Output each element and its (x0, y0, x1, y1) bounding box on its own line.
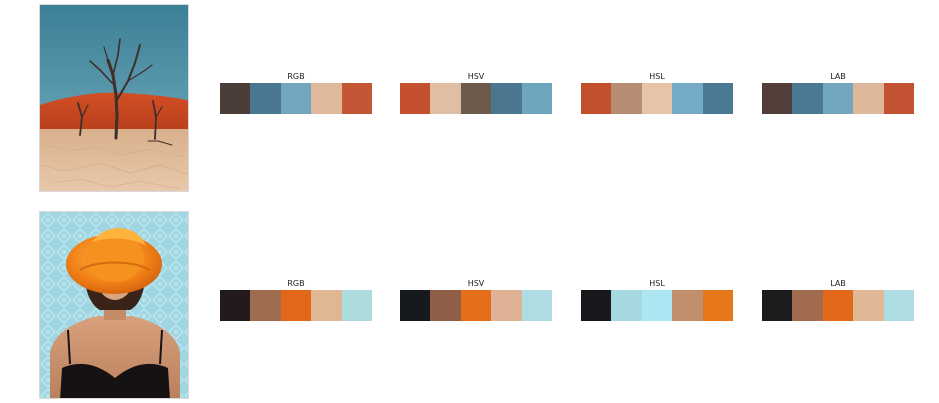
palette-title: LAB (830, 72, 846, 81)
color-swatch (792, 83, 823, 114)
swatch-strip (581, 290, 734, 321)
color-swatch (853, 290, 884, 321)
color-swatch (702, 290, 734, 321)
desert-photo-image (40, 5, 188, 191)
color-swatch (280, 290, 312, 321)
color-swatch (311, 83, 342, 114)
color-swatch (521, 83, 553, 114)
color-swatch (400, 290, 431, 321)
palette-title: LAB (830, 279, 846, 288)
color-swatch (641, 290, 673, 321)
color-swatch (491, 290, 522, 321)
color-swatch (611, 290, 642, 321)
color-swatch (280, 83, 312, 114)
color-swatch (220, 290, 251, 321)
color-swatch (521, 290, 553, 321)
color-swatch (341, 290, 373, 321)
color-swatch (220, 83, 251, 114)
color-swatch (883, 290, 915, 321)
color-swatch (250, 290, 281, 321)
palette-title: HSV (467, 279, 485, 288)
color-swatch (400, 83, 431, 114)
portrait-photo (39, 211, 189, 399)
swatch-strip (762, 290, 915, 321)
swatch-strip (220, 83, 373, 114)
desert-photo (39, 4, 189, 192)
color-swatch (672, 290, 703, 321)
color-swatch (430, 83, 461, 114)
color-swatch (581, 290, 612, 321)
color-swatch (762, 290, 793, 321)
palette-title: RGB (287, 72, 305, 81)
palette-title: HSV (467, 72, 485, 81)
color-swatch (672, 83, 703, 114)
swatch-strip (220, 290, 373, 321)
swatch-strip (400, 290, 553, 321)
swatch-strip (581, 83, 734, 114)
color-swatch (581, 83, 612, 114)
swatch-strip (762, 83, 915, 114)
color-swatch (491, 83, 522, 114)
color-swatch (883, 83, 915, 114)
swatch-strip (400, 83, 553, 114)
portrait-photo-image (40, 212, 188, 398)
color-swatch (853, 83, 884, 114)
color-swatch (822, 290, 854, 321)
color-swatch (641, 83, 673, 114)
color-swatch (430, 290, 461, 321)
palette-title: HSL (649, 72, 665, 81)
color-swatch (460, 83, 492, 114)
palette-title: RGB (287, 279, 305, 288)
color-swatch (762, 83, 793, 114)
color-swatch (792, 290, 823, 321)
color-swatch (250, 83, 281, 114)
color-swatch (311, 290, 342, 321)
color-swatch (460, 290, 492, 321)
color-swatch (341, 83, 373, 114)
color-swatch (702, 83, 734, 114)
color-swatch (611, 83, 642, 114)
color-swatch (822, 83, 854, 114)
palette-title: HSL (649, 279, 665, 288)
